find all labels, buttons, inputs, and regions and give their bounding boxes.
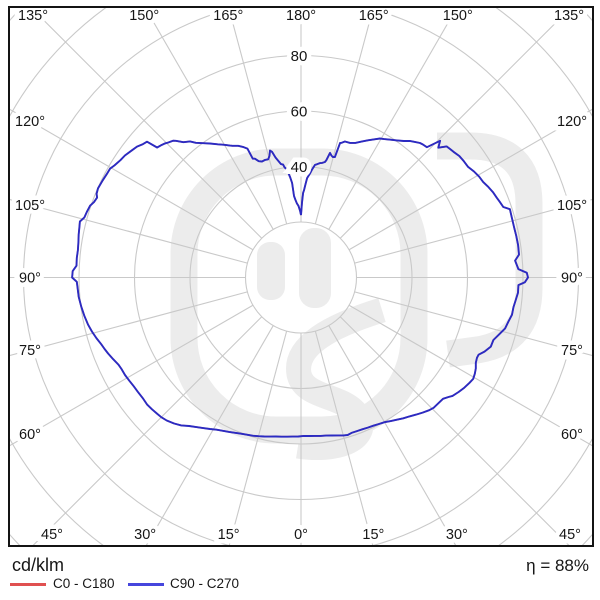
angle-label-60-left: 60° (19, 427, 41, 443)
grid-radial-30 (145, 325, 274, 545)
angle-label-15-right: 15° (362, 527, 384, 543)
grid-radial-165 (314, 8, 374, 225)
grid-radial-105 (10, 198, 248, 264)
units-label: cd/klm (12, 555, 65, 575)
angle-label-75-left: 75° (19, 343, 41, 359)
angle-label-105-right: 105° (557, 198, 587, 214)
polar-chart: 40 60 80 0° 15° 15° 30° 30° 45° 45° 60° 60° 75° 75° 90… (8, 4, 594, 548)
grid-radial-45 (32, 316, 263, 545)
watermark-bar (299, 228, 331, 308)
grid-radial-60 (10, 304, 254, 447)
angle-label-60-right: 60° (561, 427, 583, 443)
grid-radial-120 (10, 108, 254, 251)
watermark-bar (257, 242, 285, 300)
grid-radial-75 (10, 291, 248, 357)
angle-label-30-left: 30° (134, 527, 156, 543)
grid-radial-105 (354, 198, 592, 264)
grid-radial-120 (348, 108, 592, 251)
plot-area (10, 8, 592, 545)
grid-radial-150 (328, 8, 458, 230)
watermark-tail (286, 298, 386, 461)
angle-label-90-left: 90° (19, 271, 41, 287)
grid-radial-60 (348, 304, 592, 447)
legend-swatch-c90-c270 (128, 583, 164, 586)
grid-radial-30 (328, 325, 457, 545)
axis-labels: 40 60 80 0° 15° 15° 30° 30° 45° 45° 60° 60° 75° 75° 90… (11, 4, 592, 548)
grid-radial-75 (354, 291, 592, 357)
angle-label-135-left: 135° (18, 8, 48, 24)
watermark-ring (170, 148, 428, 444)
angle-label-180-right: 180° (286, 8, 316, 24)
angle-label-15-left: 15° (218, 527, 240, 543)
grid-radial-45 (339, 316, 570, 545)
angle-label-120-right: 120° (557, 114, 587, 130)
angle-label-75-right: 75° (561, 343, 583, 359)
manufacturer-logo-watermark (170, 132, 543, 461)
efficiency-value: η = 88% (526, 556, 589, 575)
angle-label-45-right: 45° (559, 527, 581, 543)
angle-label-45-left: 45° (41, 527, 63, 543)
angle-label-150-left: 150° (129, 8, 159, 24)
legend-label-c0-c180: C0 - C180 (53, 576, 115, 591)
legend: C0 - C180 C90 - C270 (0, 575, 600, 595)
grid-radial-15 (314, 330, 374, 545)
grid-radial-15 (228, 330, 288, 545)
angle-label-30-right: 30° (446, 527, 468, 543)
angle-label-165-left: 165° (213, 8, 243, 24)
angle-label-135-right: 135° (554, 8, 584, 24)
angle-label-120-left: 120° (15, 114, 45, 130)
polar-grid (10, 8, 592, 545)
grid-radial-150 (144, 8, 274, 230)
plot-border (8, 6, 594, 547)
angle-label-105-left: 105° (15, 198, 45, 214)
angle-label-165-right: 165° (359, 8, 389, 24)
angle-label-90-right: 90° (561, 271, 583, 287)
grid-radial-135 (339, 8, 572, 239)
ring-label-60: 60 (291, 104, 308, 121)
angle-label-0-right: 0° (294, 527, 308, 543)
legend-label-c90-c270: C90 - C270 (170, 576, 240, 591)
legend-swatch-c0-c180 (10, 583, 46, 586)
grid-radial-135 (30, 8, 263, 239)
curve-C90-C270 (71, 137, 529, 438)
grid-radial-165 (228, 8, 288, 225)
watermark-hook (437, 132, 543, 368)
angle-label-150-right: 150° (443, 8, 473, 24)
ring-label-80: 80 (291, 48, 308, 65)
ring-label-40: 40 (291, 159, 308, 176)
